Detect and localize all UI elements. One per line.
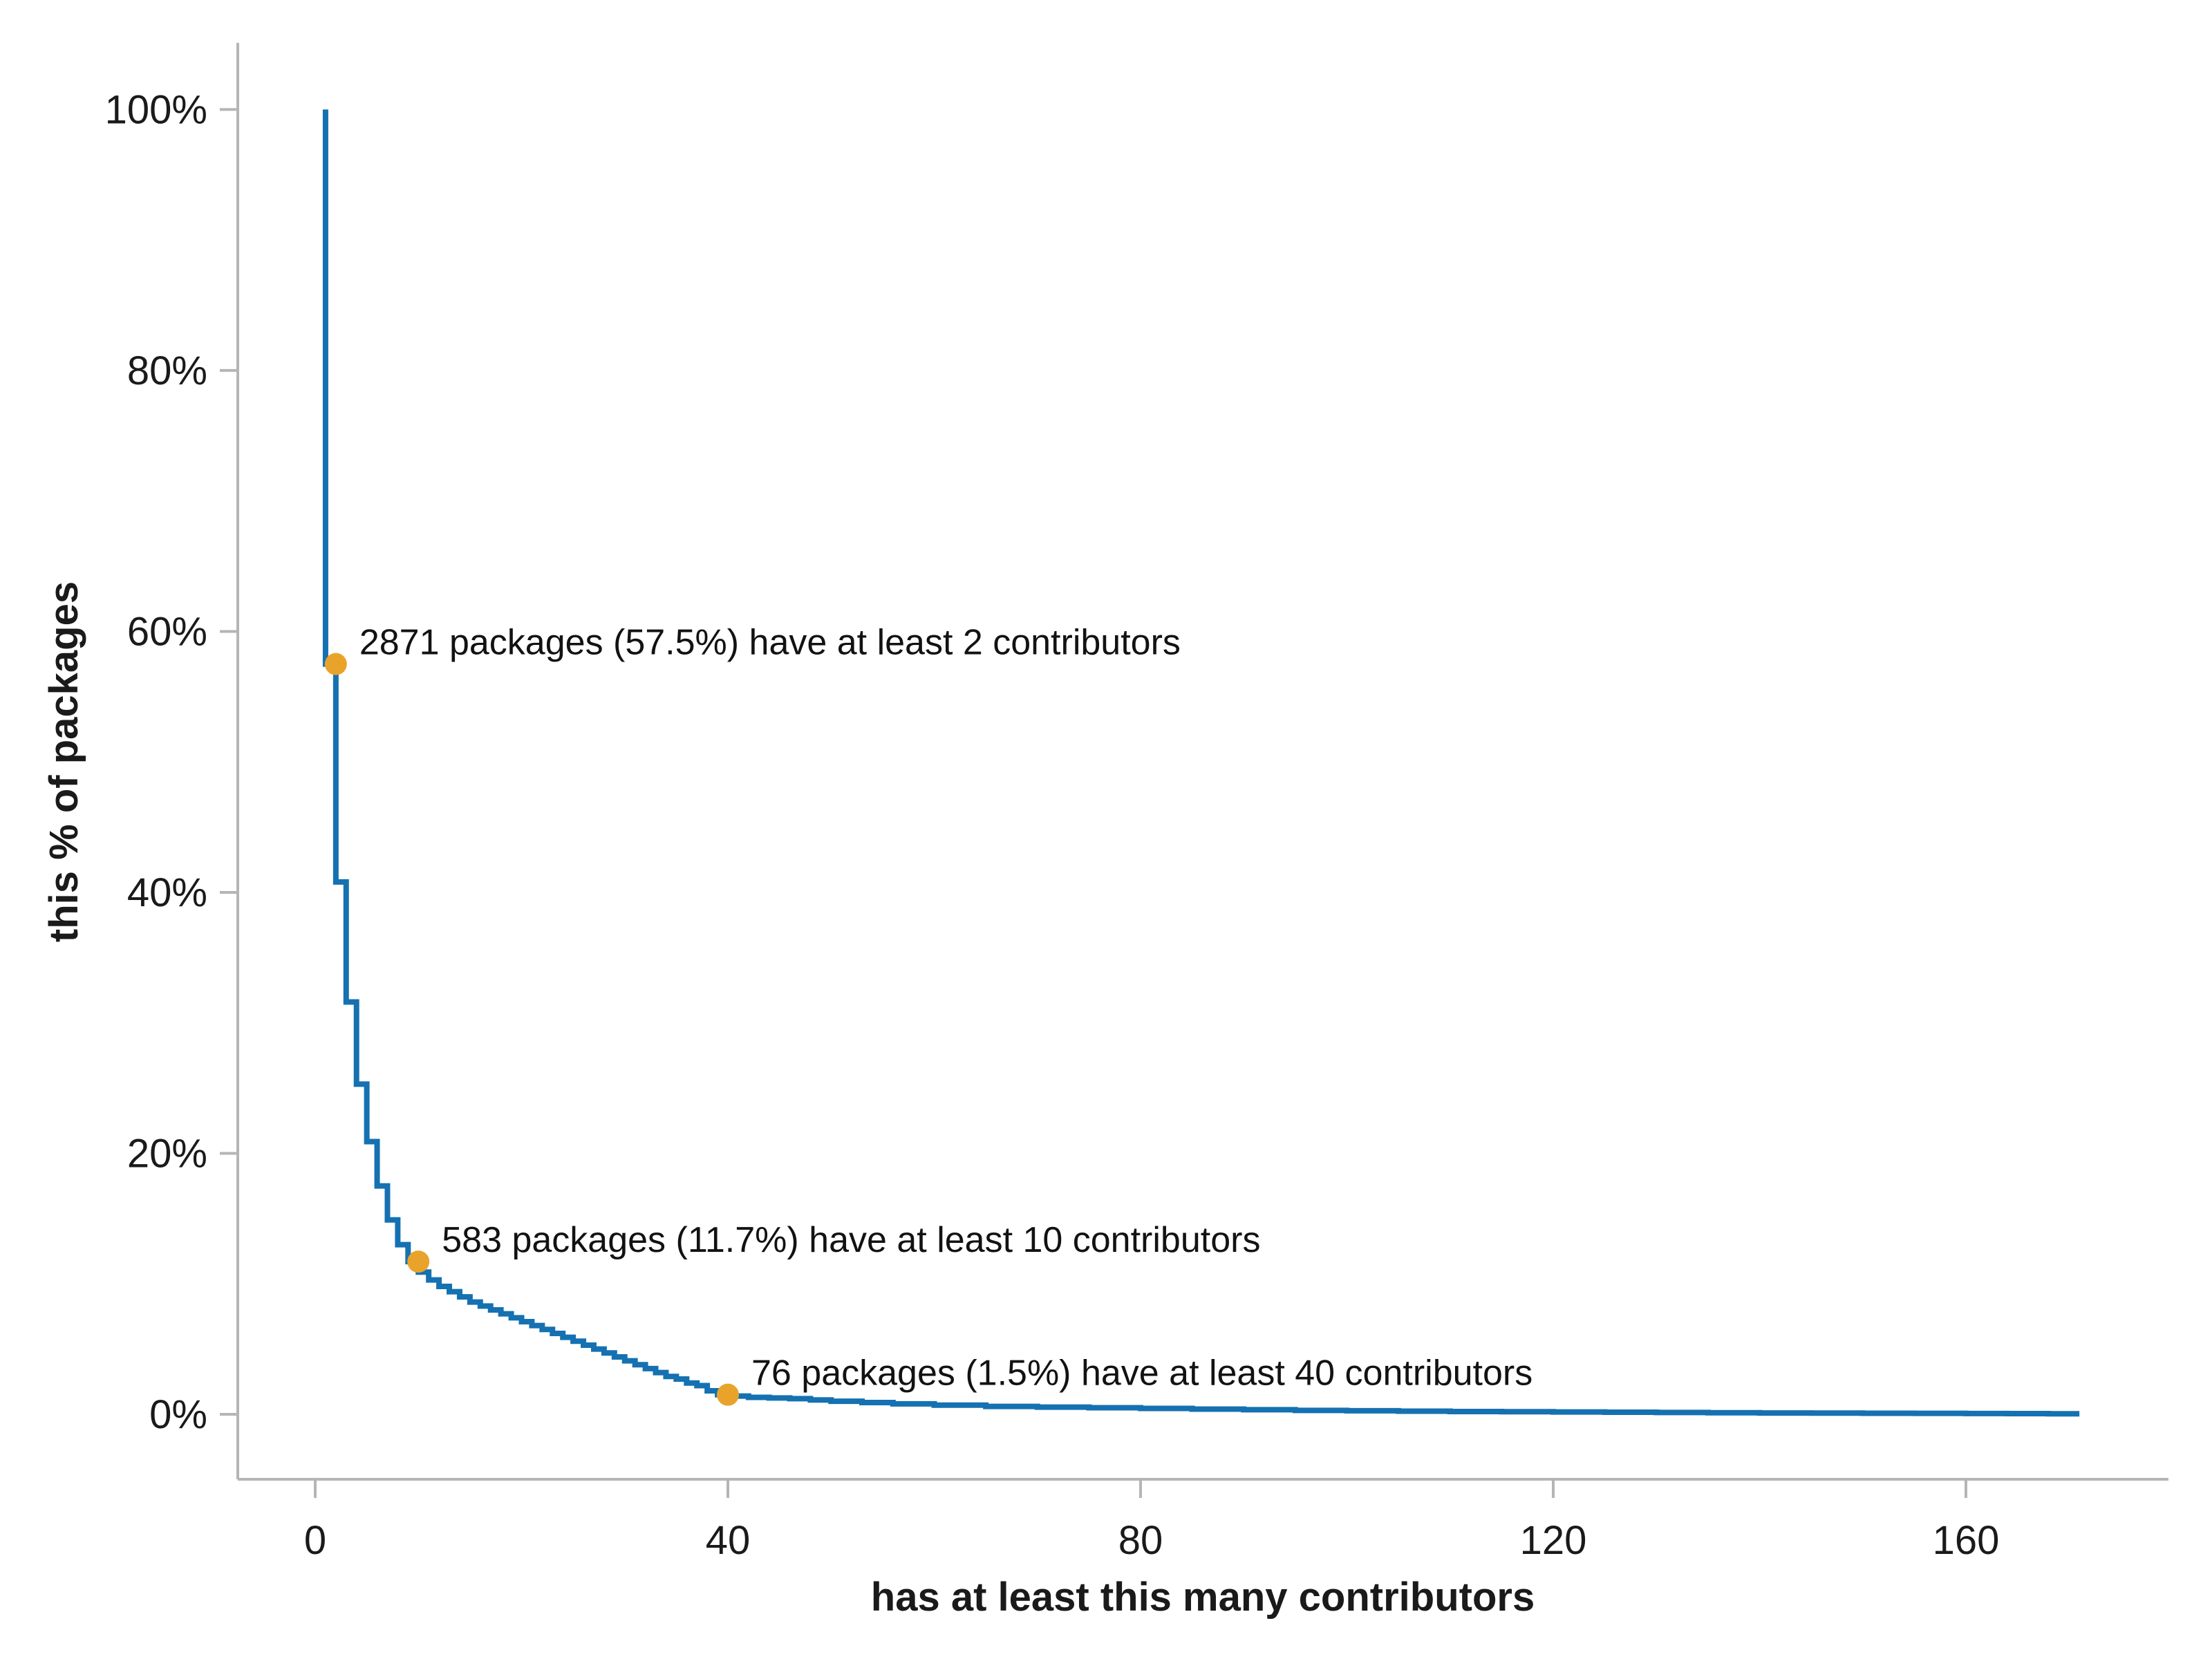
y-tick-label: 80% bbox=[127, 348, 207, 393]
annotation-text: 76 packages (1.5%) have at least 40 cont… bbox=[751, 1353, 1533, 1394]
annotation-dot bbox=[717, 1383, 739, 1406]
y-tick-label: 0% bbox=[149, 1392, 207, 1437]
x-tick-label: 80 bbox=[1118, 1518, 1163, 1563]
annotation-dot bbox=[407, 1250, 430, 1273]
y-tick-label: 100% bbox=[105, 87, 207, 132]
y-tick-label: 40% bbox=[127, 870, 207, 915]
annotation-dot bbox=[324, 653, 347, 675]
y-axis-ticks: 0% 20% 40% 60% 80% 100% bbox=[105, 87, 238, 1437]
x-tick-label: 160 bbox=[1933, 1518, 2000, 1563]
annotation-text: 2871 packages (57.5%) have at least 2 co… bbox=[359, 623, 1181, 663]
annotation-labels: 2871 packages (57.5%) have at least 2 co… bbox=[359, 623, 1533, 1394]
y-axis-title: this % of packages bbox=[41, 581, 86, 942]
annotation-dots bbox=[324, 653, 739, 1406]
x-tick-label: 40 bbox=[706, 1518, 751, 1563]
y-tick-label: 20% bbox=[127, 1131, 207, 1176]
y-tick-label: 60% bbox=[127, 609, 207, 654]
x-axis-title: has at least this many contributors bbox=[871, 1575, 1535, 1620]
x-tick-label: 0 bbox=[304, 1518, 326, 1563]
x-axis-ticks: 0 40 80 120 160 bbox=[304, 1479, 2000, 1563]
x-tick-label: 120 bbox=[1520, 1518, 1587, 1563]
step-line bbox=[322, 109, 2080, 1417]
annotation-text: 583 packages (11.7%) have at least 10 co… bbox=[442, 1220, 1260, 1260]
